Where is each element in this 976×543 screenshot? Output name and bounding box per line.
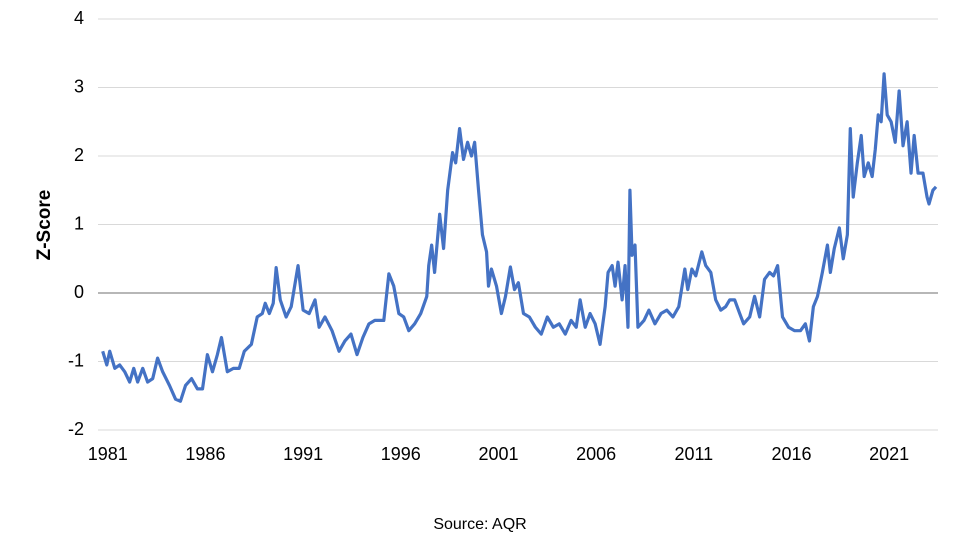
x-tick-label: 2006	[576, 444, 616, 464]
x-tick-label: 2011	[674, 444, 713, 464]
source: Source: AQR	[433, 516, 526, 533]
x-tick-label: 2001	[478, 444, 518, 464]
y-tick-label: -2	[68, 419, 84, 439]
y-tick-label: 2	[74, 145, 84, 165]
y-tick-label: 3	[74, 76, 84, 96]
x-tick-label: 2021	[869, 444, 909, 464]
y-tick-label: 0	[74, 282, 84, 302]
x-tick-label: 1981	[88, 444, 128, 464]
data-line	[101, 72, 938, 403]
x-tick-label: 1991	[283, 444, 323, 464]
y-tick-label: 1	[74, 213, 84, 233]
x-tick-label: 1986	[185, 444, 225, 464]
y-tick-label: 4	[74, 8, 84, 28]
y-axis-label: Z-Score	[34, 190, 55, 261]
y-tick-label: -1	[68, 350, 84, 370]
x-tick-label: 2016	[771, 444, 811, 464]
x-tick-label: 1996	[381, 444, 421, 464]
